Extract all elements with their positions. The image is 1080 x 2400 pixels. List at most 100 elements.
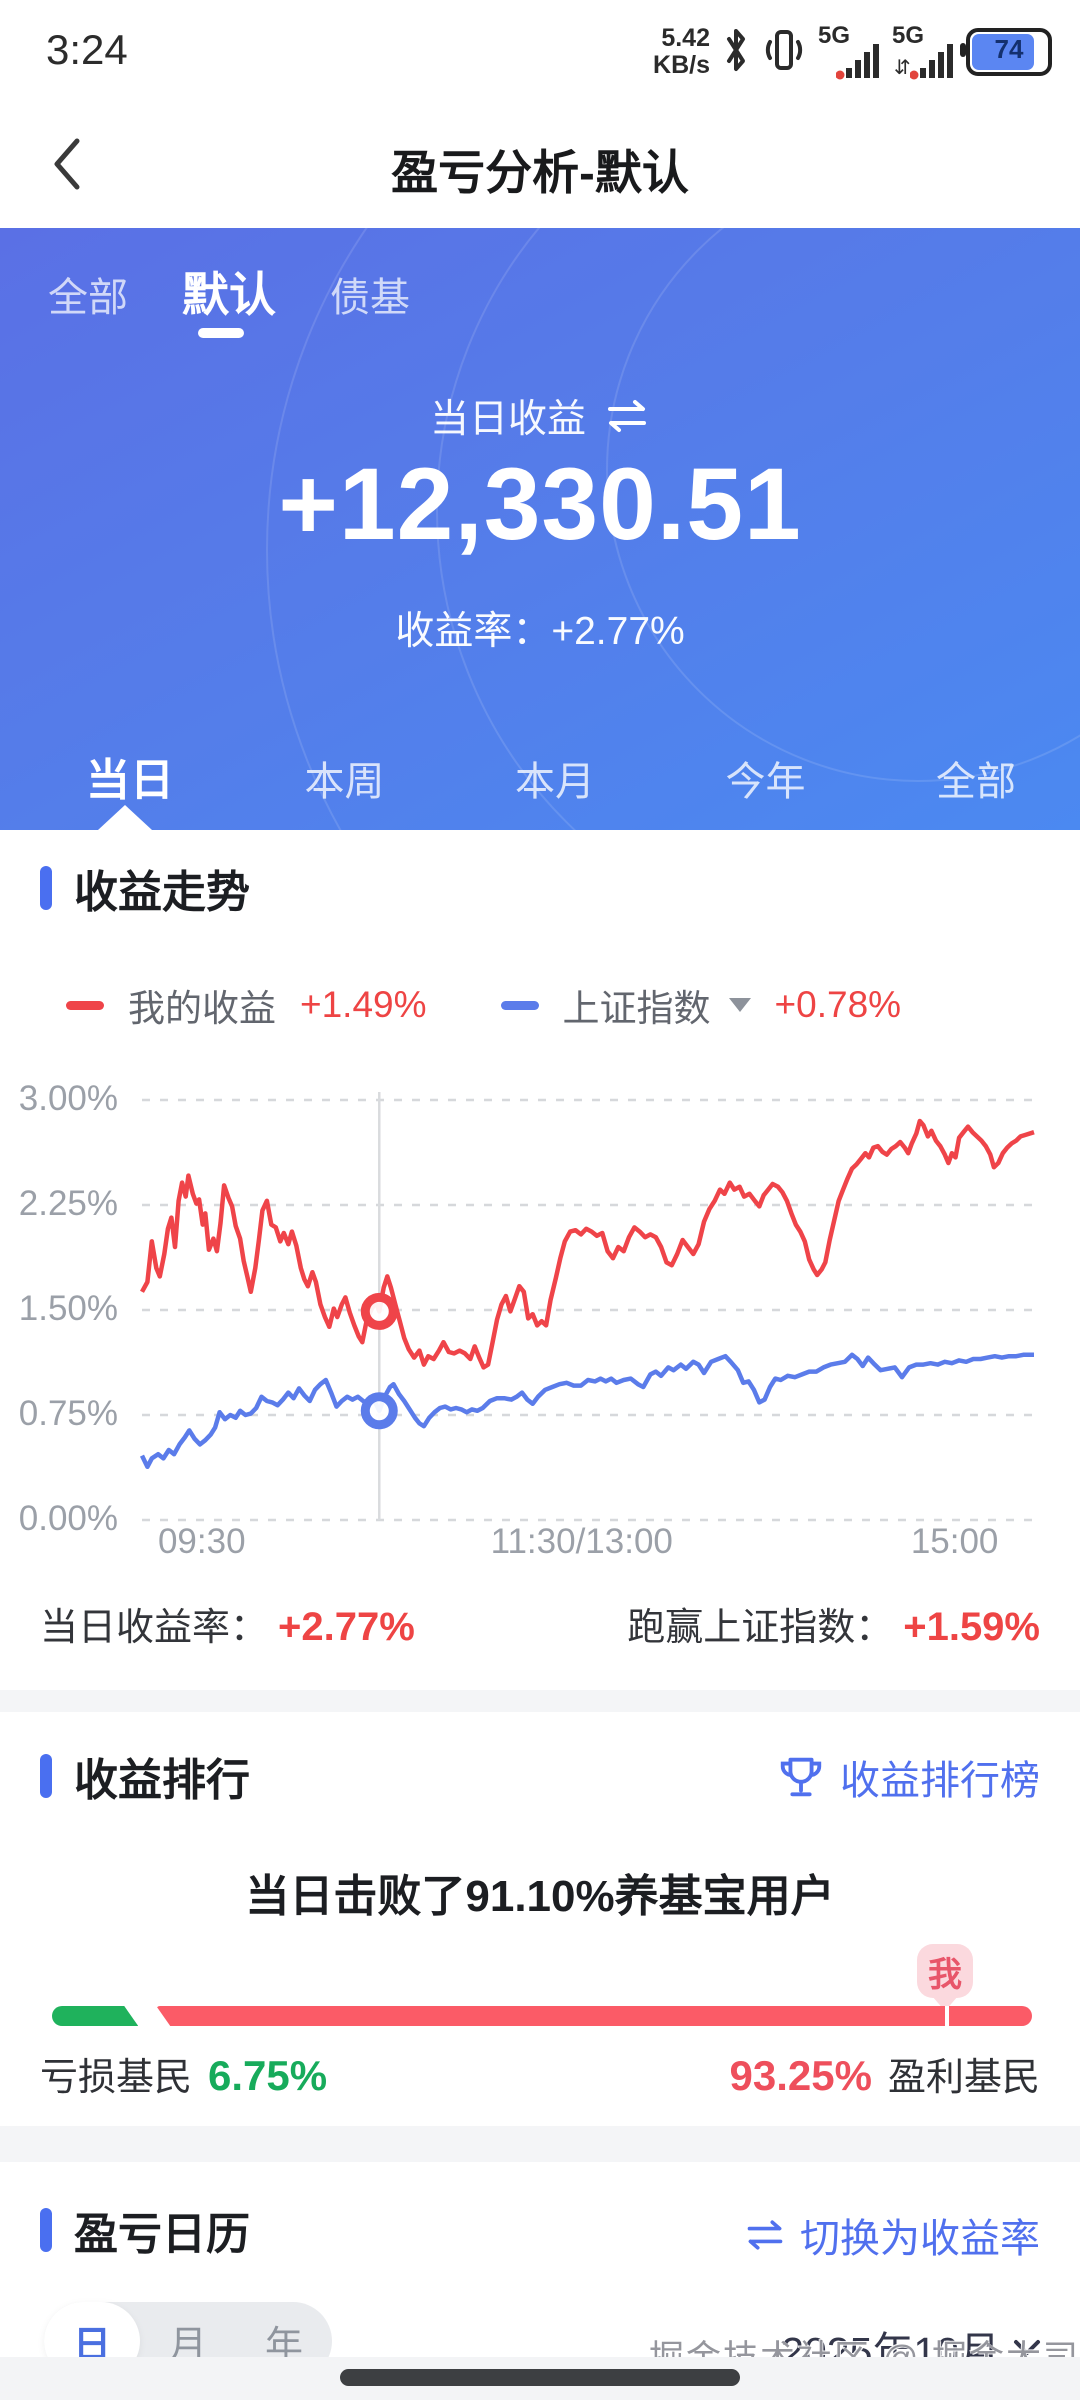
x-axis-labels: 09:30 11:30/13:00 15:00 (142, 1522, 1034, 1566)
loss-users-label: 亏损基民 (40, 2057, 193, 2099)
nav-bar: 盈亏分析-默认 (0, 100, 1080, 228)
legend-dash-icon (500, 1000, 539, 1010)
daily-rate-summary: 当日收益率： +2.77% (40, 1596, 415, 1651)
portfolio-tab-0[interactable]: 全部 (48, 276, 128, 320)
beat-suffix: 养基宝用户 (614, 1872, 835, 1921)
legend-series-name: 上证指数 (562, 988, 711, 1029)
x-axis-label: 15:00 (910, 1522, 999, 1561)
legend-item-1: 上证指数 +0.78% (500, 978, 902, 1032)
legend-series-value: +1.49% (300, 984, 427, 1025)
ranking-leaderboard-link[interactable]: 收益排行榜 (776, 1748, 1040, 1806)
switch-to-rate-label: 切换为收益率 (800, 2217, 1040, 2261)
rate-value: +2.77% (551, 610, 685, 653)
period-tab-4[interactable]: 全部 (936, 760, 1016, 804)
trend-section-title: 收益走势 (74, 868, 250, 917)
x-axis-label: 11:30/13:00 (490, 1522, 673, 1561)
network-speed-value: 5.42 (661, 24, 710, 52)
profit-users-label: 盈利基民 (887, 2057, 1040, 2099)
profit-users-stat: 93.25% 盈利基民 (730, 2046, 1040, 2101)
network-speed: 5.42 KB/s (653, 25, 710, 79)
beat-index-summary: 跑赢上证指数： +1.59% (627, 1596, 1040, 1651)
trend-chart-svg (139, 1092, 1035, 1522)
switch-to-rate-link[interactable]: 切换为收益率 (744, 2206, 1040, 2264)
ranking-leaderboard-label: 收益排行榜 (840, 1759, 1040, 1803)
signal-icon-1: 5G (818, 20, 880, 84)
switch-swap-icon (747, 2220, 783, 2250)
battery-nub (960, 43, 966, 57)
clock-time: 3:24 (46, 26, 128, 73)
trophy-icon (780, 1757, 822, 1797)
ranking-section-header: 收益排行 (40, 1744, 250, 1808)
home-indicator[interactable] (340, 2369, 740, 2386)
status-bar: 3:24 5.42 KB/s 5G 5G ⇵ (0, 0, 1080, 100)
period-tab-2[interactable]: 本月 (515, 760, 595, 804)
period-tabs: 当日 本周 本月 今年 全部 (0, 744, 1080, 808)
daily-rate-value: +2.77% (278, 1605, 415, 1649)
period-tab-3[interactable]: 今年 (725, 760, 806, 804)
signal-2-bars (910, 44, 953, 80)
y-axis-label: 0.75% (18, 1394, 118, 1433)
section-accent-bar (40, 1754, 52, 1798)
section-divider (0, 2126, 1080, 2162)
signal-2-label: 5G (892, 22, 925, 49)
signal-1-label: 5G (818, 22, 851, 49)
daily-profit-amount: +12,330.51 (278, 447, 802, 561)
crosshair-marker (360, 1292, 398, 1330)
section-divider (0, 1690, 1080, 1712)
daily-rate-label: 当日收益率： (40, 1607, 269, 1649)
legend-series-name: 我的收益 (128, 988, 276, 1029)
calendar-section-header: 盈亏日历 (40, 2198, 250, 2262)
index-dropdown-caret-icon[interactable] (728, 998, 751, 1012)
chevron-down-icon (1014, 2340, 1040, 2355)
status-icons: 5.42 KB/s 5G 5G ⇵ (653, 16, 1052, 88)
ranking-section-title: 收益排行 (74, 1756, 250, 1805)
swap-icon[interactable] (604, 399, 650, 433)
portfolio-tabs: 全部 默认 债基 (48, 256, 410, 325)
my-position-notch (944, 2006, 949, 2026)
profit-users-bar (156, 2006, 1032, 2026)
calendar-section-title: 盈亏日历 (74, 2210, 250, 2259)
battery-indicator: 74 (960, 28, 1052, 76)
chart-legend: 我的收益 +1.49% 上证指数 +0.78% (66, 978, 901, 1032)
beat-percent: 91.10% (465, 1872, 615, 1921)
me-badge: 我 (917, 1944, 973, 1998)
network-speed-unit: KB/s (653, 51, 710, 79)
beat-percent-line: 当日击败了91.10%养基宝用户 (0, 1860, 1080, 1924)
loss-users-bar (52, 2006, 138, 2026)
data-arrows-icon: ⇵ (894, 57, 911, 79)
portfolio-tab-1[interactable]: 默认 (182, 268, 276, 321)
period-tab-0[interactable]: 当日 (86, 756, 174, 805)
beat-index-label: 跑赢上证指数： (627, 1607, 894, 1649)
y-axis-label: 1.50% (18, 1289, 118, 1328)
section-accent-bar (40, 2208, 52, 2252)
active-tab-underline (198, 328, 244, 338)
profit-users-value: 93.25% (729, 2052, 872, 2099)
active-period-notch (98, 805, 152, 830)
trend-chart[interactable] (139, 1092, 1035, 1522)
page-title: 盈亏分析-默认 (391, 146, 689, 199)
period-tab-1[interactable]: 本周 (304, 760, 385, 804)
portfolio-tab-2[interactable]: 债基 (330, 276, 410, 320)
y-axis-label: 2.25% (18, 1184, 118, 1223)
daily-profit-rate: 收益率：+2.77% (0, 600, 1080, 656)
daily-profit-label: 当日收益 (429, 398, 586, 441)
signal-icon-2: 5G ⇵ (892, 20, 954, 84)
battery-fill (972, 34, 1034, 70)
back-chevron-icon (54, 138, 80, 190)
legend-item-0: 我的收益 +1.49% (66, 978, 427, 1032)
crosshair-marker (360, 1392, 398, 1430)
beat-index-value: +1.59% (903, 1605, 1040, 1649)
bluetooth-icon (722, 24, 750, 81)
signal-1-bars (836, 44, 879, 80)
back-button[interactable] (36, 132, 96, 196)
y-axis-label: 3.00% (18, 1079, 118, 1118)
daily-profit-label-row[interactable]: 当日收益 (0, 388, 1080, 444)
beat-prefix: 当日击败了 (245, 1872, 466, 1921)
battery-percent: 74 (994, 34, 1024, 64)
loss-users-stat: 亏损基民 6.75% (40, 2046, 327, 2101)
trend-section-header: 收益走势 (40, 856, 250, 920)
legend-series-value: +0.78% (774, 984, 902, 1025)
x-axis-label: 09:30 (157, 1522, 246, 1561)
profit-distribution-bar (52, 2006, 1032, 2026)
